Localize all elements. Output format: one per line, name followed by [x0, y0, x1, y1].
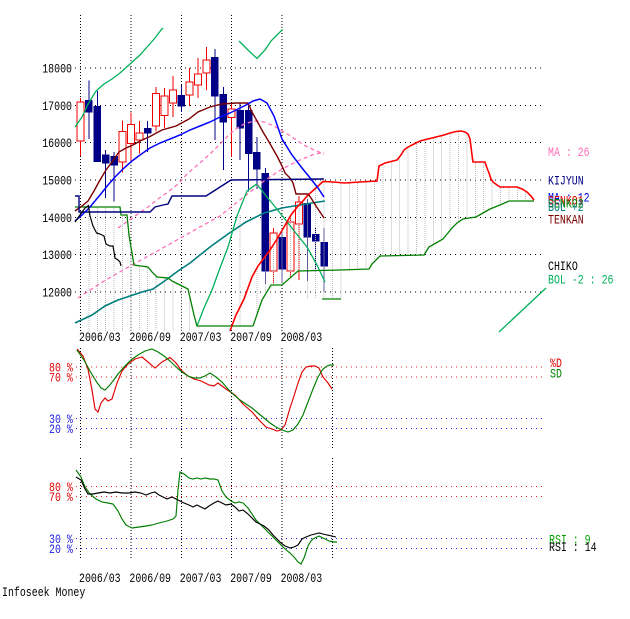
svg-text:2006/09: 2006/09	[129, 571, 171, 586]
svg-text:70 %: 70 %	[49, 371, 73, 386]
svg-text:13000: 13000	[42, 248, 72, 263]
svg-text:%D: %D	[550, 356, 562, 371]
svg-text:30 %: 30 %	[49, 412, 73, 427]
svg-text:BOL -2 : 26: BOL -2 : 26	[548, 273, 614, 288]
svg-text:12000: 12000	[42, 286, 72, 301]
svg-text:BOL +2: BOL +2	[548, 200, 584, 215]
svg-text:2007/03: 2007/03	[180, 330, 222, 345]
svg-text:2006/03: 2006/03	[79, 571, 121, 586]
svg-text:CHIKO: CHIKO	[548, 259, 578, 274]
svg-text:20 %: 20 %	[49, 542, 73, 557]
svg-text:2006/09: 2006/09	[129, 330, 171, 345]
svg-text:2008/03: 2008/03	[281, 330, 323, 345]
svg-text:MA : 26: MA : 26	[548, 145, 590, 160]
svg-text:TENKAN: TENKAN	[548, 213, 584, 228]
svg-text:15000: 15000	[42, 174, 72, 189]
svg-text:18000: 18000	[42, 62, 72, 77]
svg-text:80 %: 80 %	[49, 480, 73, 495]
svg-text:2008/03: 2008/03	[281, 571, 323, 586]
svg-text:Infoseek Money: Infoseek Money	[2, 585, 85, 600]
svg-text:70 %: 70 %	[49, 490, 73, 505]
svg-text:2006/03: 2006/03	[79, 330, 121, 345]
svg-text:SENKO2: SENKO2	[548, 197, 584, 212]
svg-text:RSI : 9: RSI : 9	[549, 533, 591, 548]
svg-text:17000: 17000	[42, 99, 72, 114]
svg-text:16000: 16000	[42, 136, 72, 151]
svg-text:SD: SD	[550, 367, 562, 382]
svg-text:2007/09: 2007/09	[230, 330, 272, 345]
svg-text:14000: 14000	[42, 211, 72, 226]
svg-text:KIJYUN: KIJYUN	[548, 173, 584, 188]
svg-text:2007/03: 2007/03	[180, 571, 222, 586]
svg-text:RSI : 14: RSI : 14	[549, 540, 597, 555]
svg-text:2007/09: 2007/09	[230, 571, 272, 586]
svg-text:SENKO1: SENKO1	[548, 194, 584, 209]
svg-text:80 %: 80 %	[49, 361, 73, 376]
svg-text:20 %: 20 %	[49, 422, 73, 437]
svg-text:MA : 12: MA : 12	[548, 191, 590, 206]
svg-text:30 %: 30 %	[49, 532, 73, 547]
